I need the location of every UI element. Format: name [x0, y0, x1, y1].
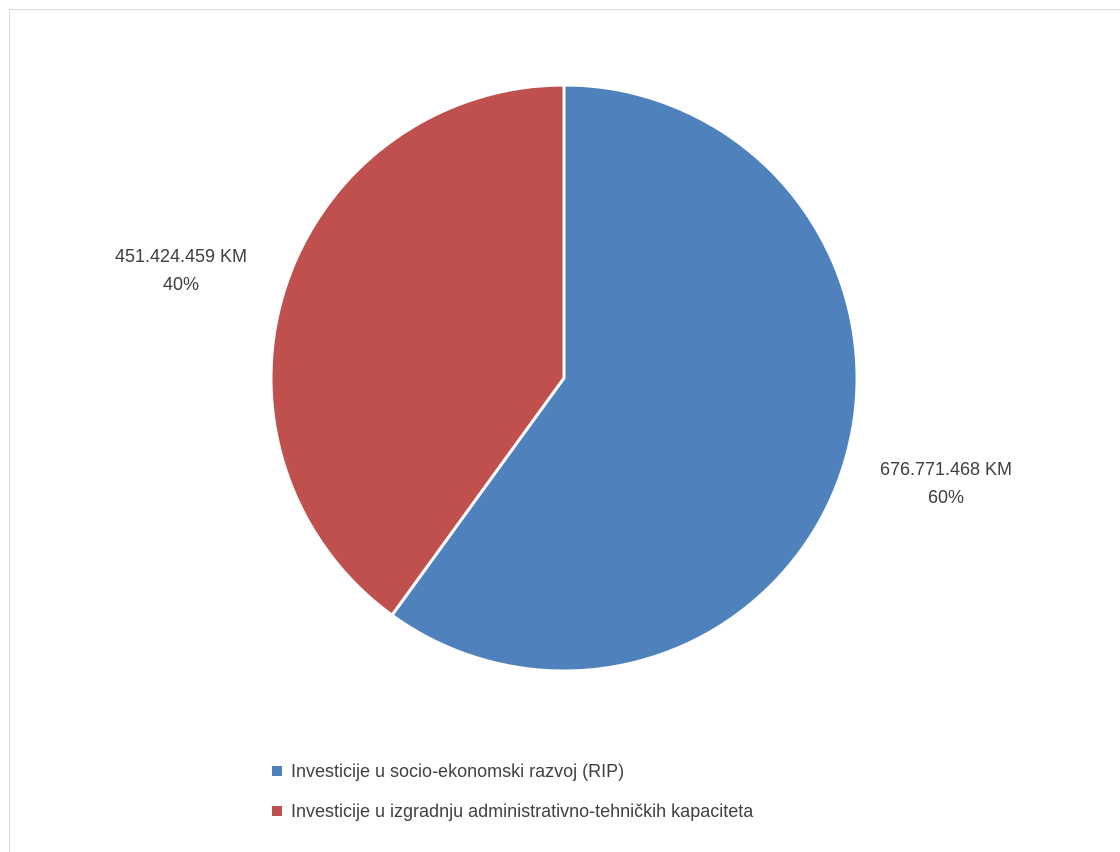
- data-label-value: 676.771.468 KM: [880, 459, 1012, 479]
- pie-slices: [269, 83, 859, 673]
- pie-slice-administrative: [269, 83, 566, 617]
- data-label-rip: 676.771.468 KM 60%: [880, 459, 1012, 507]
- data-label-percent: 40%: [163, 274, 199, 294]
- data-label-value: 451.424.459 KM: [115, 246, 247, 266]
- data-label-percent: 60%: [928, 487, 964, 507]
- legend: Investicije u socio-ekonomski razvoj (RI…: [272, 760, 753, 840]
- legend-swatch-administrative: [272, 806, 282, 816]
- legend-item-administrative: Investicije u izgradnju administrativno-…: [272, 800, 753, 822]
- legend-label-rip: Investicije u socio-ekonomski razvoj (RI…: [291, 760, 625, 781]
- legend-label-administrative: Investicije u izgradnju administrativno-…: [291, 800, 754, 821]
- data-labels: 676.771.468 KM 60% 451.424.459 KM 40%: [115, 246, 1012, 507]
- legend-item-rip: Investicije u socio-ekonomski razvoj (RI…: [272, 760, 753, 782]
- data-label-administrative: 451.424.459 KM 40%: [115, 246, 247, 294]
- legend-swatch-rip: [272, 766, 282, 776]
- pie-slice-rip: [390, 83, 859, 673]
